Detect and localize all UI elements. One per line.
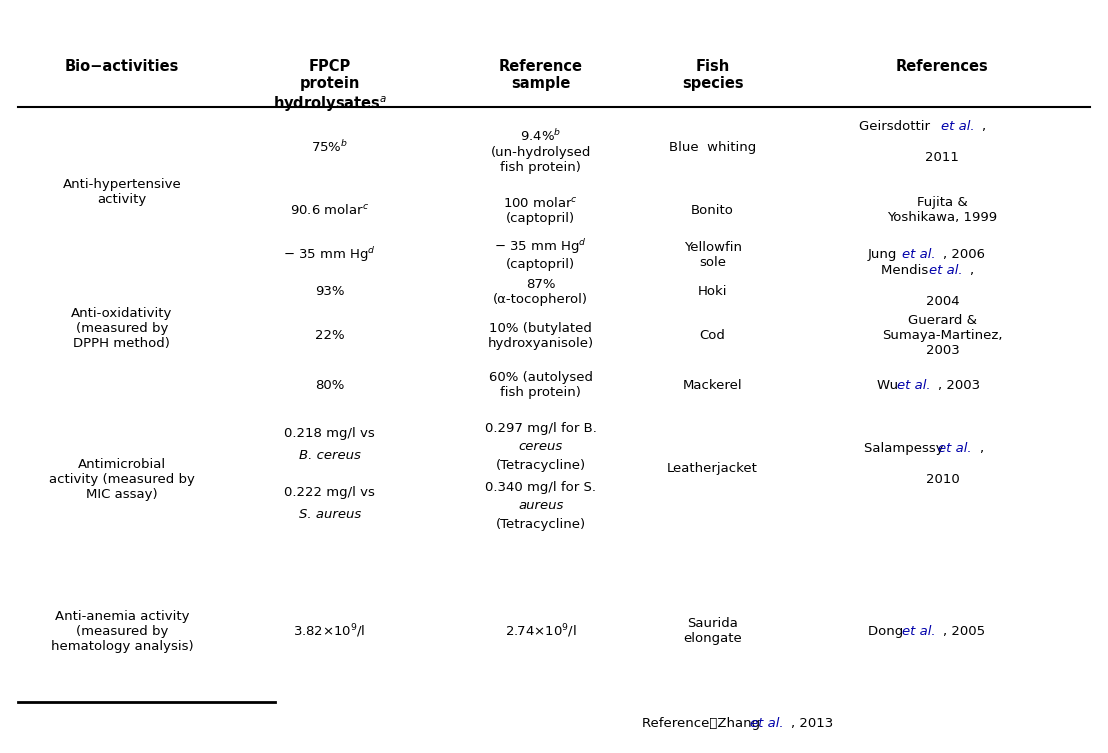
Text: 2004: 2004 bbox=[925, 295, 960, 308]
Text: Jung: Jung bbox=[868, 248, 902, 261]
Text: 93%: 93% bbox=[315, 285, 345, 298]
Text: 10% (butylated
hydroxyanisole): 10% (butylated hydroxyanisole) bbox=[488, 322, 594, 350]
Text: 3.82×10$^9$/l: 3.82×10$^9$/l bbox=[294, 623, 366, 640]
Text: Saurida
elongate: Saurida elongate bbox=[684, 617, 742, 645]
Text: Antimicrobial
activity (measured by
MIC assay): Antimicrobial activity (measured by MIC … bbox=[49, 459, 195, 501]
Text: S. aureus: S. aureus bbox=[298, 508, 361, 521]
Text: Reference：Zhang: Reference：Zhang bbox=[642, 718, 763, 730]
Text: Wu: Wu bbox=[876, 379, 902, 392]
Text: cereus: cereus bbox=[519, 441, 563, 453]
Text: 0.340 mg/l for S.: 0.340 mg/l for S. bbox=[485, 481, 596, 494]
Text: ,: , bbox=[970, 264, 974, 277]
Text: Jung et al., 2006: Jung et al., 2006 bbox=[888, 248, 997, 261]
Text: Hoki: Hoki bbox=[698, 285, 727, 298]
Text: et al.: et al. bbox=[941, 120, 974, 133]
Text: Wu et al., 2003: Wu et al., 2003 bbox=[892, 379, 993, 392]
Text: et al.: et al. bbox=[750, 718, 783, 730]
Text: (Tetracycline): (Tetracycline) bbox=[495, 459, 586, 471]
Text: Leatherjacket: Leatherjacket bbox=[667, 462, 758, 475]
Text: Mendis: Mendis bbox=[881, 264, 933, 277]
Text: Yellowfin
sole: Yellowfin sole bbox=[684, 240, 741, 269]
Text: Reference
sample: Reference sample bbox=[499, 59, 583, 91]
Text: et al.: et al. bbox=[929, 264, 962, 277]
Text: Geirsdottir et al.,: Geirsdottir et al., bbox=[886, 120, 999, 133]
Text: 0.218 mg/l vs: 0.218 mg/l vs bbox=[285, 427, 376, 440]
Text: Bio−activities: Bio−activities bbox=[64, 59, 179, 74]
Text: Fish
species: Fish species bbox=[681, 59, 743, 91]
Text: Bonito: Bonito bbox=[691, 204, 735, 217]
Text: Salampessy et al.,: Salampessy et al., bbox=[882, 442, 1003, 455]
Text: 60% (autolysed
fish protein): 60% (autolysed fish protein) bbox=[489, 371, 593, 399]
Text: 22%: 22% bbox=[315, 329, 345, 343]
Text: 2011: 2011 bbox=[925, 151, 960, 164]
Text: Anti-oxidativity
(measured by
DPPH method): Anti-oxidativity (measured by DPPH metho… bbox=[71, 307, 173, 350]
Text: 87%
(α-tocopherol): 87% (α-tocopherol) bbox=[493, 278, 588, 306]
Text: Anti-hypertensive
activity: Anti-hypertensive activity bbox=[62, 178, 182, 206]
Text: − 35 mm Hg$^d$: − 35 mm Hg$^d$ bbox=[284, 245, 376, 264]
Text: (Tetracycline): (Tetracycline) bbox=[495, 518, 586, 531]
Text: − 35 mm Hg$^d$
(captopril): − 35 mm Hg$^d$ (captopril) bbox=[494, 238, 587, 272]
Text: ,: , bbox=[979, 442, 983, 455]
Text: et al.: et al. bbox=[897, 379, 931, 392]
Text: Geirsdottir: Geirsdottir bbox=[860, 120, 934, 133]
Text: 100 molar$^c$
(captopril): 100 molar$^c$ (captopril) bbox=[503, 196, 578, 224]
Text: , 2006: , 2006 bbox=[943, 248, 985, 261]
Text: FPCP
protein
hydrolysates$^a$: FPCP protein hydrolysates$^a$ bbox=[273, 59, 387, 114]
Text: aureus: aureus bbox=[519, 499, 564, 512]
Text: ,: , bbox=[982, 120, 985, 133]
Text: Guerard &
Sumaya-Martinez,
2003: Guerard & Sumaya-Martinez, 2003 bbox=[882, 314, 1003, 358]
Text: Salampessy: Salampessy bbox=[863, 442, 947, 455]
Text: Blue  whiting: Blue whiting bbox=[669, 141, 757, 154]
Text: 9.4%$^b$
(un-hydrolysed
fish protein): 9.4%$^b$ (un-hydrolysed fish protein) bbox=[491, 128, 591, 174]
Text: 2010: 2010 bbox=[925, 473, 960, 486]
Text: , 2005: , 2005 bbox=[943, 625, 985, 638]
Text: 0.297 mg/l for B.: 0.297 mg/l for B. bbox=[485, 422, 597, 434]
Text: 2.74×10$^9$/l: 2.74×10$^9$/l bbox=[505, 623, 577, 640]
Text: Cod: Cod bbox=[700, 329, 726, 343]
Text: Dong et al., 2005: Dong et al., 2005 bbox=[884, 625, 1001, 638]
Text: , 2013: , 2013 bbox=[791, 718, 833, 730]
Text: Mendis et al.,: Mendis et al., bbox=[897, 264, 987, 277]
Text: et al.: et al. bbox=[902, 248, 935, 261]
Text: et al.: et al. bbox=[902, 625, 935, 638]
Text: References: References bbox=[896, 59, 988, 74]
Text: B. cereus: B. cereus bbox=[299, 449, 360, 462]
Text: Anti-anemia activity
(measured by
hematology analysis): Anti-anemia activity (measured by hemato… bbox=[51, 610, 193, 653]
Text: et al.: et al. bbox=[938, 442, 972, 455]
Text: Dong: Dong bbox=[868, 625, 907, 638]
Text: 0.222 mg/l vs: 0.222 mg/l vs bbox=[285, 486, 376, 499]
Text: Fujita &
Yoshikawa, 1999: Fujita & Yoshikawa, 1999 bbox=[888, 197, 997, 224]
Text: Mackerel: Mackerel bbox=[683, 379, 742, 392]
Text: 80%: 80% bbox=[315, 379, 345, 392]
Text: 75%$^b$: 75%$^b$ bbox=[311, 139, 348, 155]
Text: 90.6 molar$^c$: 90.6 molar$^c$ bbox=[290, 203, 369, 217]
Text: , 2003: , 2003 bbox=[937, 379, 979, 392]
